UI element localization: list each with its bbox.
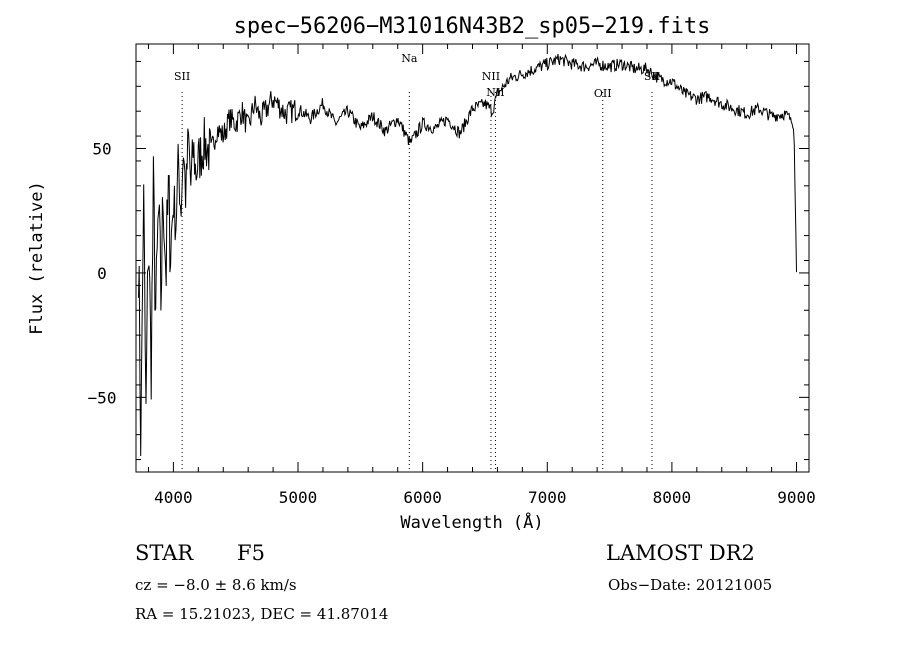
- spectrum-line: [138, 53, 797, 457]
- y-tick-label: 0: [97, 264, 107, 283]
- x-tick-label: 4000: [154, 488, 193, 507]
- chart-title: spec−56206−M31016N43B2_sp05−219.fits: [234, 14, 711, 39]
- line-marker-label: Na: [401, 52, 418, 65]
- observation-date: Obs−Date: 20121005: [608, 576, 773, 594]
- ra-dec-coordinates: RA = 15.21023, DEC = 41.87014: [135, 605, 389, 623]
- x-tick-label: 7000: [528, 488, 567, 507]
- axis-ticks: 4000 5000 6000 7000 8000 9000 −50 0 50: [88, 44, 816, 507]
- x-tick-label: 9000: [777, 488, 816, 507]
- line-marker-label: OII: [594, 87, 612, 100]
- y-tick-label: 50: [92, 140, 111, 159]
- survey-name: LAMOST DR2: [606, 541, 755, 565]
- line-marker-label: NII: [486, 86, 504, 99]
- object-class: STAR: [135, 541, 194, 565]
- line-marker-label: NII: [482, 70, 500, 83]
- spectrum-chart: spec−56206−M31016N43B2_sp05−219.fits 400…: [27, 14, 816, 533]
- x-tick-label: 6000: [403, 488, 442, 507]
- redshift-velocity: cz = −8.0 ± 8.6 km/s: [135, 576, 297, 594]
- object-subclass: F5: [237, 541, 265, 565]
- line-marker-label: SII: [174, 70, 190, 83]
- x-tick-label: 8000: [653, 488, 692, 507]
- x-axis-label: Wavelength (Å): [400, 511, 543, 533]
- y-axis-label: Flux (relative): [27, 181, 47, 335]
- y-tick-label: −50: [88, 388, 117, 407]
- x-tick-label: 5000: [279, 488, 318, 507]
